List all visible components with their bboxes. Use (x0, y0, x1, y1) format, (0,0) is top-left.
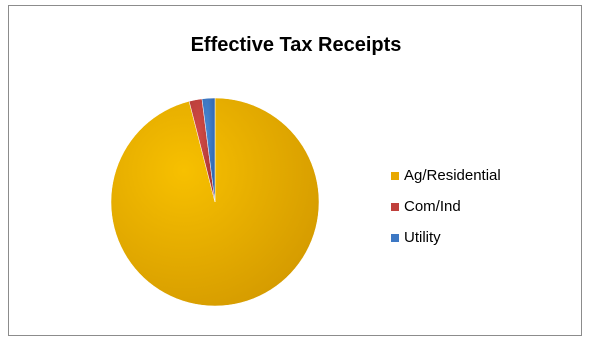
legend-swatch (391, 202, 399, 211)
legend-item-utility: Utility (391, 222, 501, 253)
legend-swatch (391, 233, 399, 242)
legend-swatch (391, 171, 399, 180)
legend-label: Utility (404, 229, 441, 246)
legend-label: Ag/Residential (404, 167, 501, 184)
slice-ag-residential (110, 97, 320, 307)
slice-utility (201, 97, 216, 203)
legend-item-com-ind: Com/Ind (391, 191, 501, 222)
legend-item-ag-residential: Ag/Residential (391, 160, 501, 191)
pie-chart (110, 97, 320, 307)
legend-label: Com/Ind (404, 198, 461, 215)
legend: Ag/Residential Com/Ind Utility (391, 160, 501, 253)
chart-area: Effective Tax Receipts Ag/Residential C (8, 5, 582, 336)
chart-title: Effective Tax Receipts (190, 34, 402, 56)
